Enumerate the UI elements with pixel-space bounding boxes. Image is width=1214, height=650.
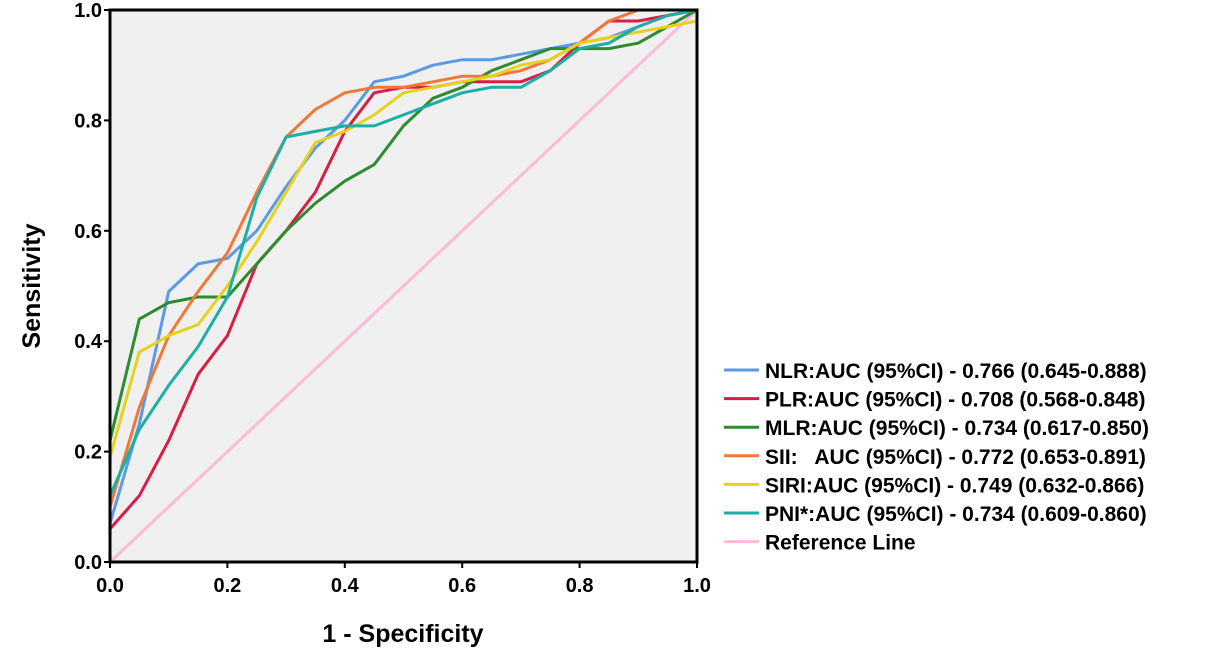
y-tick-label: 0.4 bbox=[74, 331, 103, 353]
y-tick-label: 0.2 bbox=[74, 442, 102, 464]
x-tick-label: 0.0 bbox=[96, 575, 124, 597]
x-tick-label: 0.6 bbox=[448, 575, 476, 597]
ticks-layer: 0.0 0.2 0.4 0.6 0.8 1.0 0.0 0.2 0.4 0.6 0.8 1.0 bbox=[74, 0, 711, 597]
x-tick-label: 0.8 bbox=[566, 575, 594, 597]
legend: NLR:AUC (95%CI) - 0.766 (0.645-0.888) PLR… bbox=[724, 360, 1149, 555]
series-line-6 bbox=[108, 8, 699, 564]
series-line-4 bbox=[108, 19, 699, 459]
y-tick-label: 0.8 bbox=[74, 110, 102, 132]
y-axis-title: Sensitivity bbox=[18, 223, 46, 348]
series-line-5 bbox=[108, 8, 699, 498]
series-line-3 bbox=[108, 8, 699, 509]
x-tick-label: 0.2 bbox=[213, 575, 241, 597]
x-tick-label: 0.4 bbox=[331, 575, 360, 597]
legend-label-2: MLR:AUC (95%CI) - 0.734 (0.617-0.850) bbox=[765, 417, 1149, 440]
legend-label-4: SIRI:AUC (95%CI) - 0.749 (0.632-0.866) bbox=[765, 474, 1144, 497]
series-layer bbox=[108, 8, 699, 564]
y-tick-label: 1.0 bbox=[74, 0, 102, 22]
plot-frame bbox=[108, 8, 699, 564]
series-line-2 bbox=[108, 8, 699, 443]
legend-label-6: Reference Line bbox=[765, 532, 916, 555]
y-tick-label: 0.0 bbox=[74, 552, 102, 574]
legend-label-1: PLR:AUC (95%CI) - 0.708 (0.568-0.848) bbox=[765, 389, 1145, 412]
legend-label-5: PNI*:AUC (95%CI) - 0.734 (0.609-0.860) bbox=[765, 503, 1147, 526]
x-axis-title: 1 - Specificity bbox=[322, 620, 483, 648]
x-tick-label: 1.0 bbox=[683, 575, 711, 597]
y-tick-label: 0.6 bbox=[74, 221, 102, 243]
legend-label-0: NLR:AUC (95%CI) - 0.766 (0.645-0.888) bbox=[765, 360, 1147, 383]
legend-label-3: SII: AUC (95%CI) - 0.772 (0.653-0.891) bbox=[765, 446, 1146, 469]
